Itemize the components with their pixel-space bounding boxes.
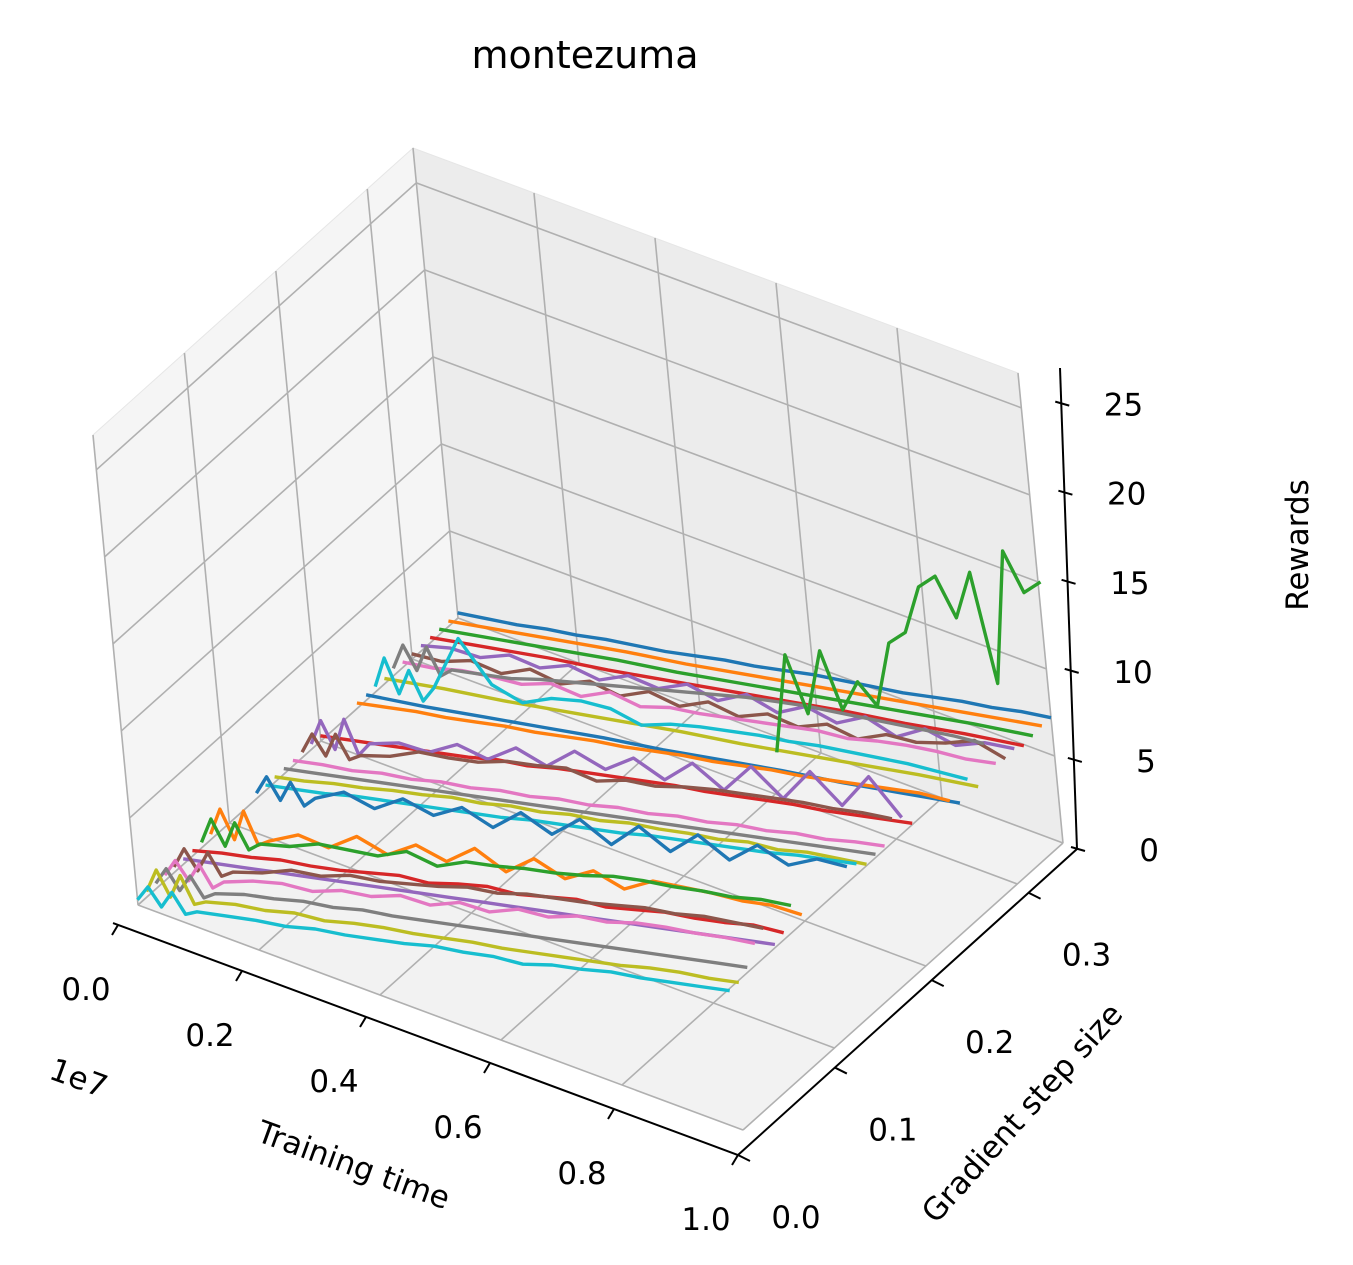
x-tick-label: 0.6 bbox=[433, 1110, 482, 1146]
gridlines bbox=[92, 147, 1064, 1131]
y-tick-label: 0.1 bbox=[868, 1113, 917, 1149]
series-line bbox=[448, 619, 1043, 728]
grid-line-x-back bbox=[1017, 372, 1064, 844]
series-line bbox=[172, 847, 764, 930]
series-line bbox=[356, 701, 951, 803]
series-line bbox=[402, 660, 997, 766]
grid-line-z-back bbox=[457, 617, 1064, 844]
x-tick-label: 1.0 bbox=[681, 1202, 730, 1238]
x-tick-mark bbox=[483, 1062, 491, 1074]
grid-line-z-back bbox=[432, 356, 1039, 583]
series-line bbox=[373, 636, 968, 781]
grid-line-z-left bbox=[104, 269, 426, 558]
series-line bbox=[199, 817, 792, 908]
grid-line-y-left bbox=[92, 434, 139, 906]
series-group bbox=[136, 549, 1052, 993]
z-axis-label: Rewards bbox=[1280, 479, 1316, 611]
grid-line-z-left bbox=[129, 530, 451, 819]
series-line bbox=[283, 766, 876, 856]
series-line bbox=[309, 717, 904, 819]
z-tick-mark bbox=[1067, 756, 1083, 763]
grid-line-x-back bbox=[412, 147, 459, 619]
grid-line-y-left bbox=[366, 188, 414, 660]
x-offset-text: 1e7 bbox=[45, 1052, 112, 1106]
grid-line-x-floor bbox=[621, 797, 943, 1086]
z-axis-line bbox=[1059, 367, 1078, 850]
z-tick-label: 5 bbox=[1136, 744, 1156, 780]
z-tick-label: 15 bbox=[1110, 566, 1149, 602]
x-tick-mark bbox=[731, 1154, 739, 1166]
x-tick-label: 0.2 bbox=[185, 1018, 234, 1054]
y-tick-label: 0.3 bbox=[1062, 938, 1111, 974]
grid-line-x-back bbox=[654, 237, 701, 709]
series-line bbox=[292, 758, 885, 848]
z-tick-mark bbox=[1058, 489, 1073, 496]
grid-line-y-floor bbox=[137, 904, 744, 1131]
grid-line-z-left bbox=[120, 443, 442, 732]
x-tick-label: 0.0 bbox=[61, 972, 110, 1008]
x-axis-line bbox=[112, 922, 739, 1156]
series-line bbox=[420, 643, 1015, 751]
z-tick-label: 25 bbox=[1104, 388, 1143, 424]
z-tick-label: 0 bbox=[1139, 833, 1159, 869]
series-line bbox=[775, 549, 1042, 753]
z-tick-label: 20 bbox=[1107, 477, 1146, 513]
y-tick-mark bbox=[737, 1154, 751, 1162]
series-line bbox=[391, 643, 985, 746]
series-line bbox=[136, 885, 730, 993]
series-line bbox=[411, 652, 1007, 761]
grid-line-x-back bbox=[896, 327, 943, 799]
axes-group bbox=[111, 367, 1086, 1166]
series-line bbox=[254, 775, 848, 869]
grid-line-x-floor bbox=[742, 842, 1064, 1131]
grid-line-z-back bbox=[416, 182, 1022, 409]
series-line bbox=[265, 783, 857, 866]
z-tick-label: 10 bbox=[1113, 655, 1152, 691]
z-tick-mark bbox=[1061, 578, 1076, 585]
chart-title: montezuma bbox=[472, 33, 699, 77]
y-tick-mark bbox=[931, 979, 945, 988]
y-tick-mark bbox=[834, 1066, 848, 1075]
series-line bbox=[300, 732, 893, 821]
series-line bbox=[438, 627, 1034, 738]
grid-line-z-back bbox=[449, 530, 1055, 757]
series-line bbox=[274, 775, 867, 866]
x-tick-mark bbox=[607, 1108, 615, 1120]
z-tick-mark bbox=[1070, 846, 1086, 852]
series-line bbox=[145, 868, 740, 985]
x-tick-label: 0.4 bbox=[309, 1064, 358, 1100]
y-axis-line bbox=[737, 848, 1078, 1156]
tick-labels: 0.0 0.2 0.4 0.6 0.8 1.0 0.0 0.1 0.2 0.3 0 5 10 15 20 25 bbox=[61, 388, 1159, 1238]
x-tick-label: 0.8 bbox=[557, 1156, 606, 1192]
grid-line-z-back bbox=[441, 443, 1047, 670]
grid-line-y-left bbox=[275, 270, 322, 742]
series-line bbox=[163, 858, 756, 946]
x-tick-mark bbox=[111, 924, 119, 936]
y-tick-label: 0.0 bbox=[771, 1200, 820, 1236]
grid-line-z-left bbox=[95, 182, 417, 471]
axis-panes bbox=[92, 146, 1064, 1131]
x-axis-label: Training time bbox=[251, 1114, 454, 1217]
series-line bbox=[384, 676, 979, 789]
grid-line-z-left bbox=[112, 356, 434, 645]
y-tick-label: 0.2 bbox=[965, 1025, 1014, 1061]
y-tick-mark bbox=[1028, 891, 1042, 900]
grid-line-y-left bbox=[183, 352, 231, 824]
series-line bbox=[457, 611, 1052, 720]
series-line bbox=[154, 867, 748, 970]
z-tick-mark bbox=[1064, 667, 1079, 674]
grid-line-x-back bbox=[533, 192, 580, 664]
y-axis-label: Gradient step size bbox=[915, 997, 1130, 1231]
x-tick-mark bbox=[359, 1016, 367, 1028]
series-line bbox=[429, 635, 1025, 748]
x-tick-mark bbox=[235, 970, 243, 982]
z-tick-mark bbox=[1054, 400, 1070, 407]
grid-line-z-back bbox=[424, 269, 1030, 496]
